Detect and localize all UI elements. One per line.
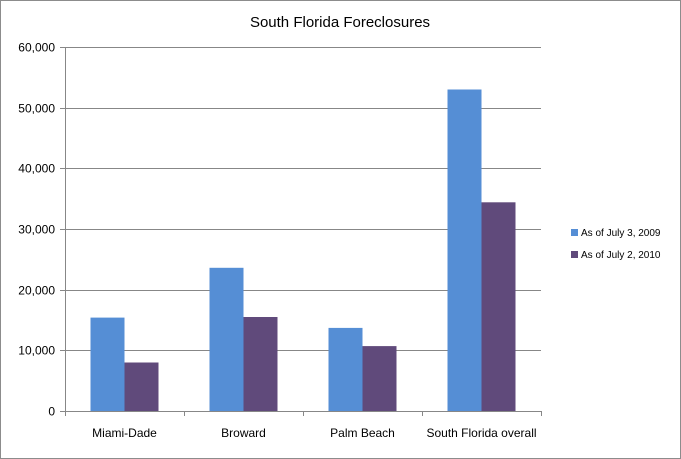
bar bbox=[362, 346, 397, 411]
bars bbox=[90, 89, 516, 411]
x-tick-label: Miami-Dade bbox=[92, 426, 157, 440]
legend-label: As of July 3, 2009 bbox=[581, 228, 661, 239]
x-tick-label: Palm Beach bbox=[330, 426, 395, 440]
legend-swatch bbox=[571, 229, 578, 236]
bar bbox=[243, 317, 278, 411]
bar bbox=[447, 89, 482, 411]
y-tick-label: 10,000 bbox=[18, 344, 55, 358]
y-tick-label: 20,000 bbox=[18, 284, 55, 298]
legend-label: As of July 2, 2010 bbox=[581, 250, 661, 261]
bar bbox=[90, 317, 125, 411]
bar bbox=[481, 202, 516, 411]
x-tick-label: South Florida overall bbox=[426, 426, 536, 440]
y-tick-label: 30,000 bbox=[18, 223, 55, 237]
y-tick-label: 40,000 bbox=[18, 162, 55, 176]
y-tick-label: 0 bbox=[48, 405, 55, 419]
legend-swatch bbox=[571, 251, 578, 258]
x-tick-label: Broward bbox=[221, 426, 266, 440]
y-axis: 0 10,000 20,000 30,000 40,000 50,000 60,000 bbox=[18, 41, 66, 419]
y-tick-label: 60,000 bbox=[18, 41, 55, 55]
y-tick-label: 50,000 bbox=[18, 102, 55, 116]
chart-title: South Florida Foreclosures bbox=[250, 14, 430, 31]
bar bbox=[124, 362, 159, 411]
legend: As of July 3, 2009 As of July 2, 2010 bbox=[571, 228, 661, 261]
x-axis: Miami-Dade Broward Palm Beach South Florida… bbox=[65, 411, 542, 440]
bar bbox=[209, 267, 244, 411]
bar bbox=[328, 327, 363, 411]
